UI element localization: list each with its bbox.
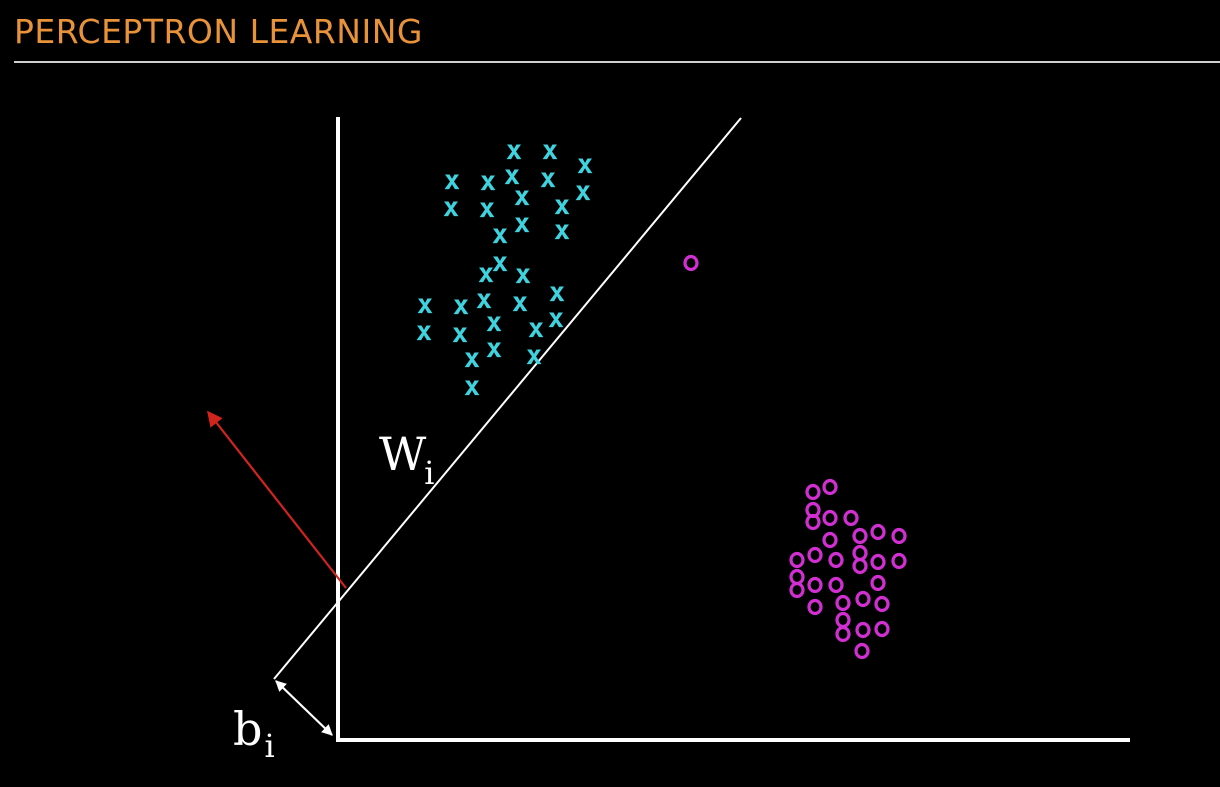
x-point: x — [526, 340, 542, 371]
o-point — [789, 551, 805, 569]
x-point: x — [540, 163, 556, 194]
x-point: x — [479, 193, 495, 224]
x-point: x — [416, 316, 432, 347]
o-point — [828, 551, 844, 569]
o-point — [852, 557, 868, 575]
o-point — [807, 546, 823, 564]
o-point — [843, 509, 859, 527]
x-point: x — [548, 303, 564, 334]
x-point: x — [575, 176, 591, 207]
o-point — [854, 642, 870, 660]
o-point — [870, 553, 886, 571]
o-point — [789, 581, 805, 599]
o-point — [852, 527, 868, 545]
o-point — [852, 544, 868, 562]
o-point — [855, 590, 871, 608]
x-point: x — [478, 258, 494, 289]
x-point: x — [514, 208, 530, 239]
decision-boundary — [273, 117, 742, 680]
bias-label-base: b — [233, 702, 262, 756]
bias-label: bi — [233, 702, 275, 765]
o-point — [683, 254, 699, 272]
o-point — [805, 513, 821, 531]
o-point — [870, 574, 886, 592]
x-point: x — [577, 149, 593, 180]
weight-vector-arrow — [207, 410, 347, 589]
x-point: x — [452, 318, 468, 349]
o-point — [891, 552, 907, 570]
o-point — [835, 611, 851, 629]
x-point: x — [554, 215, 570, 246]
x-point: x — [542, 135, 558, 166]
o-point — [805, 483, 821, 501]
x-point: x — [514, 181, 530, 212]
o-point — [822, 478, 838, 496]
o-point — [807, 598, 823, 616]
title-underline — [14, 61, 1220, 63]
x-point: x — [554, 190, 570, 221]
x-point: x — [417, 289, 433, 320]
x-point: x — [512, 287, 528, 318]
x-point: x — [464, 371, 480, 402]
x-point: x — [476, 284, 492, 315]
x-point: x — [515, 259, 531, 290]
o-point — [807, 576, 823, 594]
class-x-points: x x xx x x x xx x x xx x xxx xx x x x xx x x x xx x xx — [416, 135, 593, 402]
x-point: x — [486, 333, 502, 364]
o-point — [874, 620, 890, 638]
x-point: x — [492, 219, 508, 250]
o-point — [874, 595, 890, 613]
o-point — [855, 621, 871, 639]
weight-label: Wi — [379, 427, 435, 492]
x-point: x — [486, 307, 502, 338]
o-point — [789, 568, 805, 586]
x-point: x — [480, 166, 496, 197]
x-point: x — [506, 135, 522, 166]
x-point: x — [549, 277, 565, 308]
weight-label-subscript: i — [424, 454, 434, 492]
o-point — [835, 594, 851, 612]
o-point — [822, 531, 838, 549]
x-point: x — [492, 247, 508, 278]
x-point: x — [464, 343, 480, 374]
o-point — [828, 576, 844, 594]
class-o-points — [683, 254, 907, 660]
x-point: x — [528, 313, 544, 344]
weight-label-base: W — [379, 427, 427, 481]
x-point: x — [443, 192, 459, 223]
bias-label-subscript: i — [264, 727, 274, 765]
bias-offset-arrow — [275, 680, 333, 736]
slide-title: PERCEPTRON LEARNING — [14, 12, 423, 51]
o-point — [870, 523, 886, 541]
o-point — [891, 527, 907, 545]
x-point: x — [453, 290, 469, 321]
o-point — [835, 625, 851, 643]
o-point — [822, 509, 838, 527]
x-point: x — [444, 165, 460, 196]
x-point: x — [504, 160, 520, 191]
